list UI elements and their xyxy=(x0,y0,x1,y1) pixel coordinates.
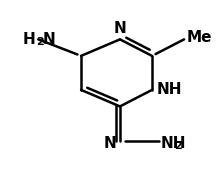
Text: N: N xyxy=(114,21,126,37)
Text: H: H xyxy=(23,32,35,47)
Text: NH: NH xyxy=(161,136,186,151)
Text: Me: Me xyxy=(187,30,212,45)
Text: 2: 2 xyxy=(174,141,182,151)
Text: N: N xyxy=(42,32,55,47)
Text: NH: NH xyxy=(157,82,182,97)
Text: N: N xyxy=(103,136,116,151)
Text: 2: 2 xyxy=(36,37,44,47)
